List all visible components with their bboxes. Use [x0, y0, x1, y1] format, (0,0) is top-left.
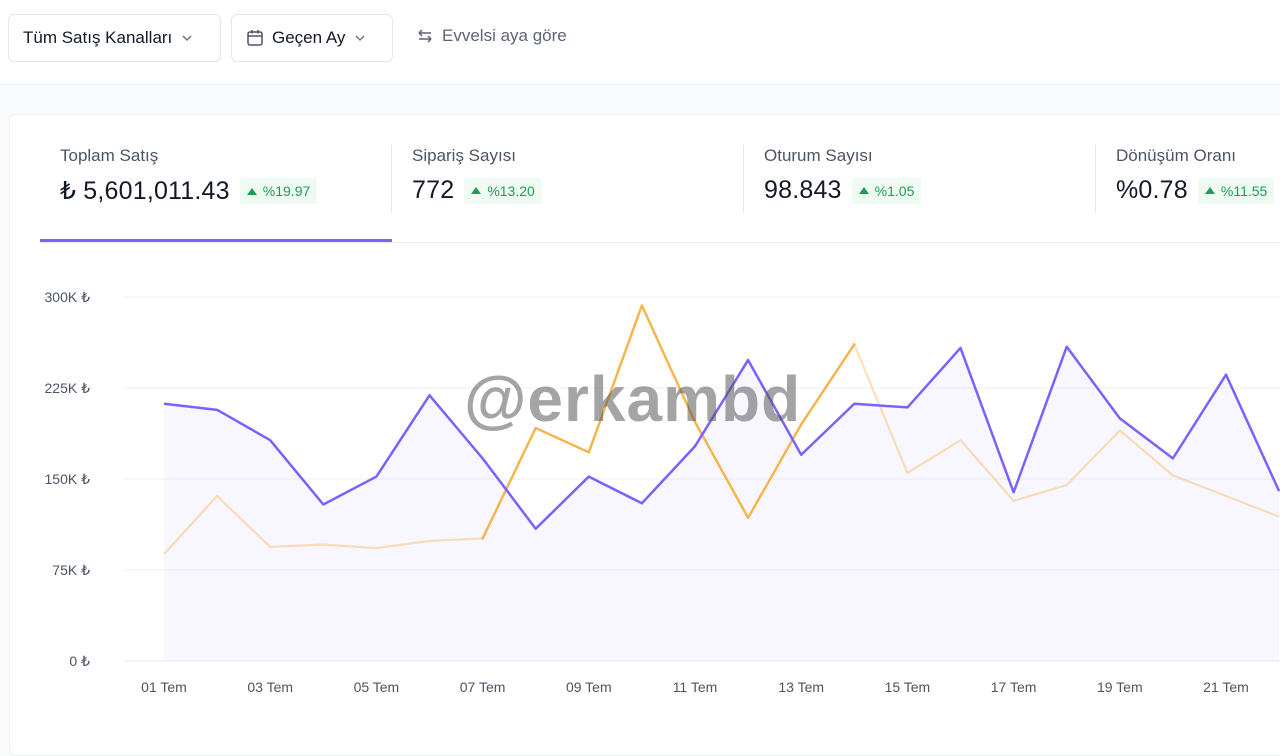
y-tick-label: 0 ₺ — [69, 653, 90, 669]
period-dropdown[interactable]: Geçen Ay — [231, 14, 393, 62]
current-period-area — [164, 346, 1280, 661]
y-tick-label: 225K ₺ — [45, 380, 91, 396]
kpi-label: Oturum Sayısı — [764, 146, 873, 165]
compare-label: Evvelsi aya göre — [442, 26, 567, 45]
compare-toggle[interactable]: Evvelsi aya göre — [416, 26, 567, 46]
change-badge: %1.05 — [851, 177, 922, 204]
kpi-value: ₺ 5,601,011.43 — [60, 177, 230, 205]
chevron-down-icon — [182, 35, 192, 42]
up-triangle-icon — [858, 187, 869, 194]
kpi-session-count[interactable]: Oturum Sayısı 98.843 %1.05 — [714, 115, 1066, 243]
x-tick-label: 03 Tem — [247, 679, 293, 695]
x-tick-label: 11 Tem — [673, 679, 718, 695]
y-tick-label: 75K ₺ — [52, 562, 90, 578]
kpi-value: 98.843 — [764, 176, 842, 204]
period-label: Geçen Ay — [272, 28, 346, 47]
change-badge: %13.20 — [464, 177, 542, 204]
kpi-label: Dönüşüm Oranı — [1116, 146, 1236, 165]
kpi-label: Toplam Satış — [60, 146, 159, 165]
x-tick-label: 07 Tem — [460, 679, 506, 695]
divider — [391, 145, 392, 213]
kpi-conversion-rate[interactable]: Dönüşüm Oranı %0.78 %11.55 — [1066, 115, 1280, 243]
change-value: %11.55 — [1220, 182, 1268, 199]
divider — [743, 145, 744, 213]
y-tick-label: 150K ₺ — [45, 471, 91, 487]
up-triangle-icon — [1204, 187, 1215, 194]
y-tick-label: 300K ₺ — [45, 289, 91, 305]
current-period-line — [163, 345, 1280, 530]
toolbar: Tüm Satış Kanalları Geçen Ay Evvelsi aya… — [0, 0, 1280, 85]
up-triangle-icon — [246, 187, 257, 195]
x-tick-label: 19 Tem — [1097, 679, 1143, 695]
change-badge: %19.97 — [239, 178, 318, 204]
change-badge: %11.55 — [1197, 177, 1275, 204]
kpi-value: 772 — [412, 176, 455, 204]
divider — [1095, 145, 1096, 213]
swap-arrows-icon — [418, 29, 432, 43]
calendar-icon — [247, 30, 263, 46]
previous-period-segment — [800, 343, 856, 426]
metrics-card: Toplam Satış ₺ 5,601,011.43 %19.97 Sipar… — [9, 114, 1280, 756]
previous-period-segment — [587, 304, 644, 454]
x-tick-label: 15 Tem — [885, 679, 931, 695]
channels-dropdown[interactable]: Tüm Satış Kanalları — [8, 14, 221, 62]
active-tab-indicator — [40, 239, 392, 242]
kpi-total-sales[interactable]: Toplam Satış ₺ 5,601,011.43 %19.97 — [10, 115, 362, 243]
tabs-divider — [40, 242, 1280, 243]
x-tick-label: 17 Tem — [991, 679, 1037, 695]
kpi-label: Sipariş Sayısı — [412, 146, 516, 165]
previous-period-segment — [693, 420, 750, 520]
channels-label: Tüm Satış Kanalları — [23, 28, 173, 47]
up-triangle-icon — [471, 187, 482, 194]
previous-period-segment — [534, 426, 590, 454]
chevron-down-icon — [355, 35, 365, 42]
x-tick-label: 05 Tem — [354, 679, 400, 695]
change-value: %1.05 — [874, 182, 915, 199]
change-value: %19.97 — [262, 183, 311, 199]
previous-period-segment — [640, 304, 697, 424]
x-tick-label: 21 Tem — [1203, 679, 1249, 695]
change-value: %13.20 — [487, 182, 535, 199]
kpi-order-count[interactable]: Sipariş Sayısı 772 %13.20 — [362, 115, 714, 243]
kpi-value: %0.78 — [1116, 176, 1188, 204]
x-tick-label: 13 Tem — [778, 679, 824, 695]
x-tick-label: 01 Tem — [141, 679, 187, 695]
sales-line-chart: 0 ₺ 75K ₺ 150K ₺ 225K ₺ 300K ₺ 01 Tem 03 Tem 05… — [45, 289, 1280, 695]
previous-period-segment — [481, 426, 537, 540]
x-tick-label: 09 Tem — [566, 679, 612, 695]
